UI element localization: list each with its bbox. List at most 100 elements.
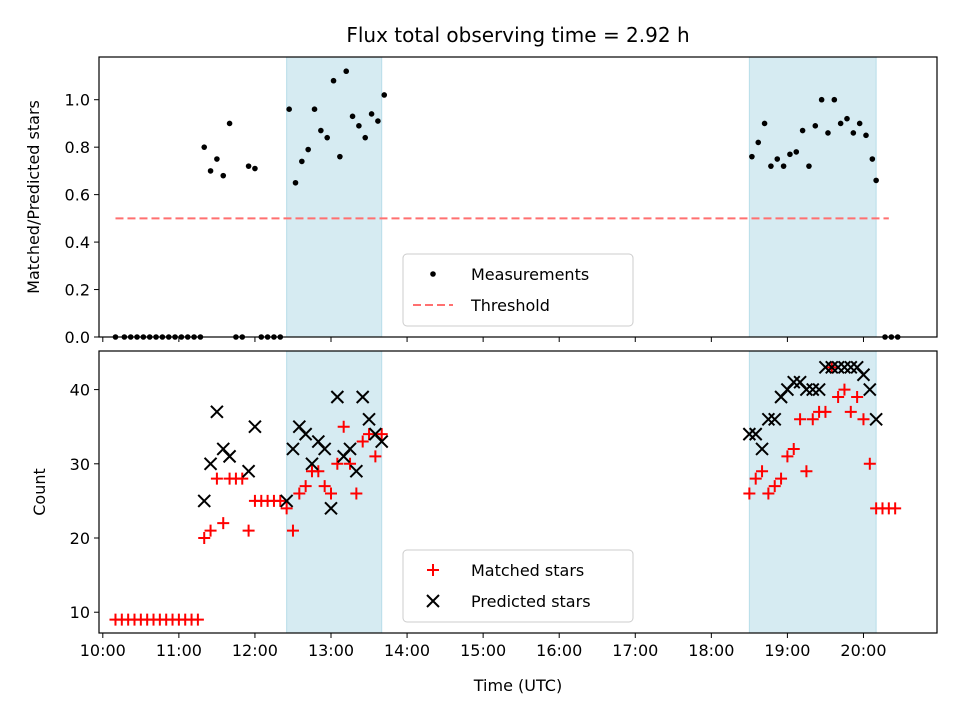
y-tick-label: 10 — [70, 603, 90, 622]
predicted-stars-point — [305, 457, 319, 471]
matched-stars-point — [806, 413, 819, 426]
predicted-stars-point — [761, 412, 776, 426]
matched-stars-point — [781, 450, 794, 463]
legend-label-predicted-stars: Predicted stars — [471, 592, 591, 611]
legend-box — [402, 549, 634, 623]
matched-stars-point — [863, 457, 876, 470]
measurement-point — [774, 156, 781, 162]
axes-frame — [98, 350, 938, 634]
matched-stars-point — [838, 383, 851, 396]
measurement-point — [787, 151, 793, 158]
predicted-stars-point — [279, 494, 294, 508]
measurement-point — [768, 163, 774, 169]
legend-predicted-swatch — [426, 594, 440, 608]
matched-stars-point — [236, 472, 249, 485]
matched-stars-point — [350, 487, 363, 500]
measurement-point — [305, 146, 311, 153]
measurement-point — [793, 149, 800, 155]
predicted-stars-point — [222, 449, 237, 464]
matched-stars-point — [768, 480, 781, 493]
predicted-stars-point — [869, 412, 883, 426]
measurement-point — [349, 113, 356, 120]
predicted-stars-point — [818, 360, 833, 375]
matched-stars-point — [832, 391, 845, 404]
predicted-stars-point — [248, 419, 262, 434]
matched-stars-point — [299, 480, 312, 493]
matched-stars-point — [286, 524, 299, 537]
y-tick-label: 0.6 — [65, 186, 90, 205]
measurement-point — [856, 120, 863, 127]
x-tick-label: 17:00 — [612, 641, 658, 660]
measurement-point — [831, 96, 838, 103]
predicted-stars-point — [806, 382, 820, 397]
matched-stars-point — [851, 391, 864, 404]
measurement-point — [356, 123, 362, 129]
measurement-point — [381, 92, 388, 98]
measurement-point — [761, 120, 768, 127]
predicted-stars-point — [755, 442, 769, 456]
measurement-point — [299, 158, 305, 165]
measurement-point — [780, 163, 787, 169]
chart-title: Flux total observing time = 2.92 h — [346, 23, 689, 47]
predicted-stars-point — [863, 382, 877, 397]
matched-stars-point — [819, 405, 832, 418]
matched-stars-point — [217, 517, 230, 530]
matched-stars-point — [242, 524, 255, 537]
predicted-stars-point — [742, 427, 757, 441]
matched-stars-point — [889, 502, 902, 515]
predicted-stars-point — [362, 412, 376, 426]
measurement-point — [252, 165, 258, 172]
matched-stars-point — [369, 450, 382, 463]
predicted-stars-point — [768, 412, 782, 426]
predicted-stars-point — [787, 375, 801, 389]
x-tick-label: 20:00 — [840, 641, 886, 660]
measurement-point — [368, 111, 375, 117]
x-tick-label: 14:00 — [384, 641, 430, 660]
matched-stars-point — [280, 502, 293, 515]
measurement-point — [286, 106, 292, 113]
predicted-stars-point — [355, 390, 370, 404]
predicted-stars-point — [343, 442, 357, 456]
observing-window — [286, 56, 383, 338]
measurement-point — [749, 153, 755, 160]
legend-matched-swatch — [427, 564, 439, 576]
matched-stars-point — [191, 613, 204, 626]
x-tick-label: 13:00 — [308, 641, 354, 660]
measurement-point — [220, 172, 227, 179]
measurement-point — [201, 144, 208, 150]
matched-stars-point — [312, 465, 325, 478]
measurement-point — [337, 153, 343, 160]
matched-stars-point — [293, 487, 306, 500]
measurement-point — [844, 115, 850, 122]
observing-window — [748, 56, 877, 338]
measurement-point — [311, 106, 318, 113]
legend-label-matched-stars: Matched stars — [471, 561, 584, 580]
predicted-stars-point — [317, 442, 332, 456]
matched-stars-point — [337, 420, 350, 433]
matched-stars-point — [749, 472, 762, 485]
matched-stars-point — [800, 465, 813, 478]
predicted-stars-point — [349, 464, 364, 478]
matched-stars-point — [210, 472, 223, 485]
matched-stars-point — [318, 480, 331, 493]
x-axis-label: Time (UTC) — [473, 676, 562, 695]
matched-stars-point — [743, 487, 756, 500]
x-tick-label: 18:00 — [688, 641, 734, 660]
matched-stars-point — [198, 532, 211, 545]
measurement-point — [825, 130, 831, 136]
measurement-point — [343, 68, 350, 75]
predicted-stars-point — [825, 360, 839, 375]
predicted-stars-point — [831, 360, 845, 375]
y-tick-label: 1.0 — [65, 91, 90, 110]
predicted-stars-point — [210, 405, 224, 419]
matched-stars-point — [787, 442, 800, 455]
y-tick-label: 0.0 — [65, 328, 90, 347]
predicted-stars-point — [844, 360, 858, 375]
matched-stars-point — [363, 428, 376, 441]
measurement-point — [806, 163, 812, 169]
measurement-point — [873, 177, 879, 184]
matched-stars-point — [356, 435, 369, 448]
predicted-stars-point — [286, 442, 300, 456]
measurement-point — [292, 179, 299, 186]
matched-stars-point — [844, 405, 857, 418]
